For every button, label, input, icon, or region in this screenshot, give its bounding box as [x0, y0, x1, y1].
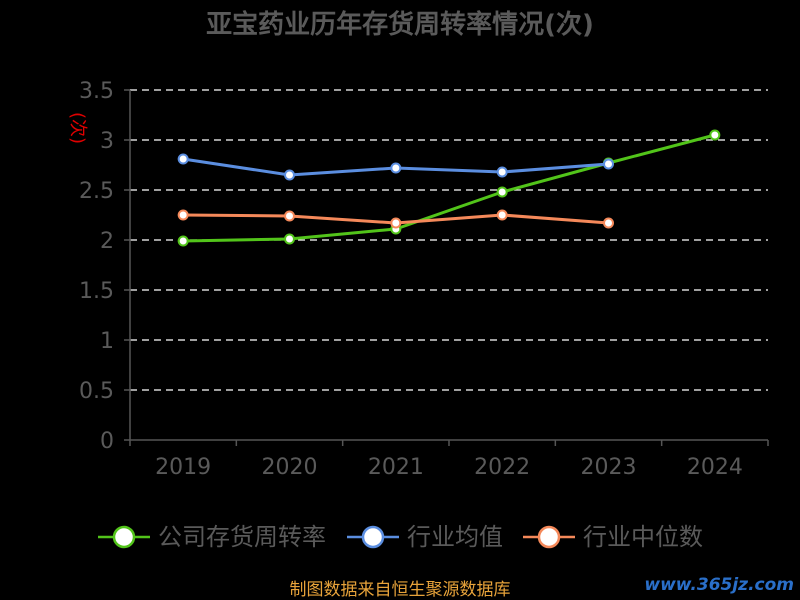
- data-point: [390, 162, 402, 174]
- axes: [124, 89, 769, 446]
- watermark: www.365jz.com: [644, 575, 794, 595]
- data-point: [603, 158, 614, 170]
- x-tick-labels: 2019 2020 2021 2022 2023 2024: [155, 455, 743, 480]
- data-point: [284, 210, 295, 222]
- data-source-note: 制图数据来自恒生聚源数据库: [290, 580, 511, 600]
- series-line: [183, 133, 716, 243]
- y-tick-label: 3.5: [79, 79, 114, 104]
- series-2: [177, 209, 614, 229]
- grid-lines: [130, 89, 768, 391]
- y-tick-label: 1: [100, 329, 114, 354]
- y-axis-unit-label: (次): [67, 112, 88, 144]
- y-tick-label: 1.5: [79, 279, 114, 304]
- data-point: [390, 217, 402, 229]
- y-tick-label: 3: [100, 129, 114, 154]
- series-lines: [177, 129, 721, 247]
- data-point: [496, 186, 508, 198]
- series-0: [177, 129, 721, 247]
- x-tick-label: 2021: [368, 455, 424, 480]
- x-tick-label: 2022: [474, 455, 530, 480]
- legend-label: 公司存货周转率: [158, 523, 326, 551]
- legend-label: 行业中位数: [583, 523, 703, 551]
- legend-swatch-marker: [361, 525, 385, 549]
- y-tick-label: 0.5: [79, 379, 114, 404]
- legend-item: 公司存货周转率: [98, 523, 326, 551]
- y-tick-label: 2.5: [79, 179, 114, 204]
- legend: 公司存货周转率 行业均值 行业中位数: [98, 523, 703, 551]
- data-point: [709, 129, 721, 141]
- y-tick-label: 0: [100, 429, 114, 454]
- x-tick-label: 2024: [687, 455, 743, 480]
- data-point: [177, 209, 189, 221]
- legend-item: 行业均值: [347, 523, 503, 551]
- data-point: [284, 233, 295, 245]
- y-tick-label: 2: [100, 229, 114, 254]
- data-point: [496, 209, 508, 221]
- legend-label: 行业均值: [407, 523, 503, 551]
- x-tick-label: 2023: [581, 455, 637, 480]
- data-point: [496, 166, 508, 178]
- data-point: [603, 217, 614, 229]
- series-1: [177, 153, 614, 181]
- x-tick-label: 2020: [262, 455, 318, 480]
- chart-title: 亚宝药业历年存货周转率情况(次): [206, 9, 594, 40]
- x-tick-label: 2019: [155, 455, 211, 480]
- data-point: [177, 235, 189, 247]
- legend-swatch-marker: [537, 525, 561, 549]
- data-point: [177, 153, 189, 165]
- legend-swatch-marker: [112, 525, 136, 549]
- data-point: [284, 169, 295, 181]
- legend-item: 行业中位数: [523, 523, 703, 551]
- y-tick-labels: 0 0.5 1 1.5 2 2.5 3 3.5: [79, 79, 114, 454]
